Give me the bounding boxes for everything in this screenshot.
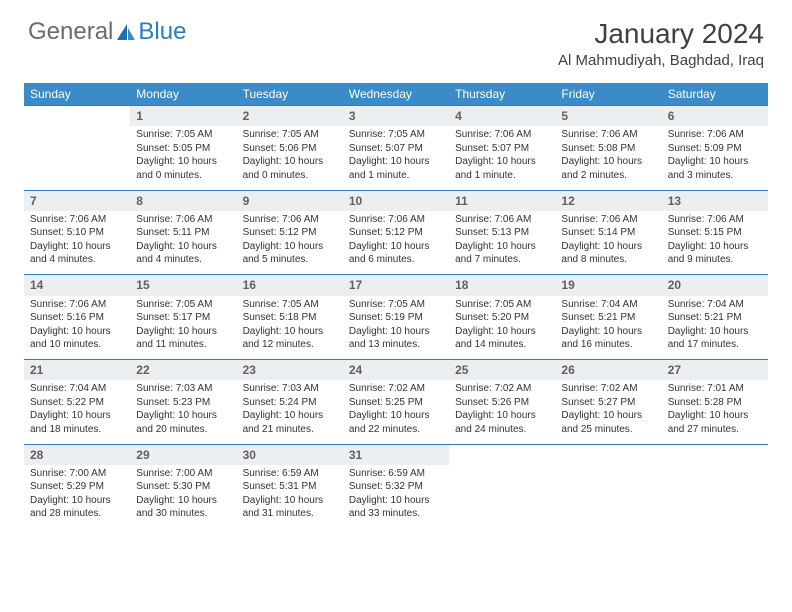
day-content-cell (449, 465, 555, 529)
day-content-cell: Sunrise: 7:01 AMSunset: 5:28 PMDaylight:… (662, 380, 768, 444)
day-content-cell: Sunrise: 7:05 AMSunset: 5:20 PMDaylight:… (449, 296, 555, 360)
day-number-cell: 13 (662, 190, 768, 211)
day-content-cell: Sunrise: 7:06 AMSunset: 5:16 PMDaylight:… (24, 296, 130, 360)
day-content-cell (662, 465, 768, 529)
day-number-cell: 30 (237, 444, 343, 465)
day-content-cell: Sunrise: 7:06 AMSunset: 5:12 PMDaylight:… (237, 211, 343, 275)
day-content-cell: Sunrise: 7:06 AMSunset: 5:10 PMDaylight:… (24, 211, 130, 275)
title-block: January 2024 Al Mahmudiyah, Baghdad, Ira… (558, 18, 764, 69)
day-number-cell (555, 444, 661, 465)
day-number-cell: 2 (237, 106, 343, 127)
day-content-cell: Sunrise: 7:04 AMSunset: 5:21 PMDaylight:… (555, 296, 661, 360)
day-content-cell: Sunrise: 7:06 AMSunset: 5:14 PMDaylight:… (555, 211, 661, 275)
day-number-cell: 28 (24, 444, 130, 465)
day-number-cell: 5 (555, 106, 661, 127)
day-number-cell: 19 (555, 275, 661, 296)
day-number-cell: 3 (343, 106, 449, 127)
day-content-cell: Sunrise: 6:59 AMSunset: 5:32 PMDaylight:… (343, 465, 449, 529)
day-number-row: 123456 (24, 106, 768, 127)
header: General Blue January 2024 Al Mahmudiyah,… (0, 0, 792, 77)
day-content-cell: Sunrise: 7:06 AMSunset: 5:13 PMDaylight:… (449, 211, 555, 275)
day-content-cell: Sunrise: 7:03 AMSunset: 5:24 PMDaylight:… (237, 380, 343, 444)
day-content-row: Sunrise: 7:04 AMSunset: 5:22 PMDaylight:… (24, 380, 768, 444)
day-number-cell: 9 (237, 190, 343, 211)
day-number-cell: 16 (237, 275, 343, 296)
day-content-cell: Sunrise: 7:05 AMSunset: 5:06 PMDaylight:… (237, 126, 343, 190)
day-number-cell: 18 (449, 275, 555, 296)
day-content-cell: Sunrise: 7:00 AMSunset: 5:29 PMDaylight:… (24, 465, 130, 529)
day-content-cell: Sunrise: 7:06 AMSunset: 5:15 PMDaylight:… (662, 211, 768, 275)
day-number-cell: 14 (24, 275, 130, 296)
day-header: Tuesday (237, 83, 343, 106)
day-content-cell: Sunrise: 7:00 AMSunset: 5:30 PMDaylight:… (130, 465, 236, 529)
day-content-cell: Sunrise: 7:06 AMSunset: 5:08 PMDaylight:… (555, 126, 661, 190)
day-number-cell: 23 (237, 360, 343, 381)
calendar-table: SundayMondayTuesdayWednesdayThursdayFrid… (24, 83, 768, 529)
day-header: Saturday (662, 83, 768, 106)
day-content-cell: Sunrise: 7:04 AMSunset: 5:22 PMDaylight:… (24, 380, 130, 444)
day-content-row: Sunrise: 7:06 AMSunset: 5:16 PMDaylight:… (24, 296, 768, 360)
day-number-cell: 11 (449, 190, 555, 211)
calendar-head: SundayMondayTuesdayWednesdayThursdayFrid… (24, 83, 768, 106)
day-content-cell: Sunrise: 6:59 AMSunset: 5:31 PMDaylight:… (237, 465, 343, 529)
day-number-cell: 25 (449, 360, 555, 381)
day-content-cell: Sunrise: 7:04 AMSunset: 5:21 PMDaylight:… (662, 296, 768, 360)
day-number-cell: 8 (130, 190, 236, 211)
logo-sail-icon (115, 22, 137, 42)
month-title: January 2024 (558, 18, 764, 50)
calendar-body: 123456Sunrise: 7:05 AMSunset: 5:05 PMDay… (24, 106, 768, 529)
day-header: Monday (130, 83, 236, 106)
day-number-row: 14151617181920 (24, 275, 768, 296)
day-content-cell: Sunrise: 7:06 AMSunset: 5:12 PMDaylight:… (343, 211, 449, 275)
day-content-cell: Sunrise: 7:02 AMSunset: 5:27 PMDaylight:… (555, 380, 661, 444)
day-header: Thursday (449, 83, 555, 106)
day-number-cell: 12 (555, 190, 661, 211)
day-content-cell (24, 126, 130, 190)
day-number-cell: 26 (555, 360, 661, 381)
day-number-cell: 15 (130, 275, 236, 296)
day-number-cell: 24 (343, 360, 449, 381)
day-number-cell: 4 (449, 106, 555, 127)
day-number-cell (24, 106, 130, 127)
day-content-cell: Sunrise: 7:05 AMSunset: 5:07 PMDaylight:… (343, 126, 449, 190)
logo: General Blue (28, 18, 186, 46)
day-number-cell: 31 (343, 444, 449, 465)
day-number-cell: 7 (24, 190, 130, 211)
day-number-row: 28293031 (24, 444, 768, 465)
day-number-row: 21222324252627 (24, 360, 768, 381)
day-content-cell: Sunrise: 7:05 AMSunset: 5:19 PMDaylight:… (343, 296, 449, 360)
day-number-row: 78910111213 (24, 190, 768, 211)
day-content-row: Sunrise: 7:00 AMSunset: 5:29 PMDaylight:… (24, 465, 768, 529)
logo-text-blue: Blue (138, 18, 186, 46)
day-content-cell: Sunrise: 7:06 AMSunset: 5:11 PMDaylight:… (130, 211, 236, 275)
day-content-cell: Sunrise: 7:06 AMSunset: 5:07 PMDaylight:… (449, 126, 555, 190)
day-number-cell: 6 (662, 106, 768, 127)
day-header: Sunday (24, 83, 130, 106)
day-content-cell: Sunrise: 7:02 AMSunset: 5:26 PMDaylight:… (449, 380, 555, 444)
day-number-cell: 22 (130, 360, 236, 381)
day-number-cell: 10 (343, 190, 449, 211)
day-number-cell (662, 444, 768, 465)
day-header: Wednesday (343, 83, 449, 106)
day-content-row: Sunrise: 7:06 AMSunset: 5:10 PMDaylight:… (24, 211, 768, 275)
day-content-row: Sunrise: 7:05 AMSunset: 5:05 PMDaylight:… (24, 126, 768, 190)
logo-text-general: General (28, 18, 113, 46)
day-number-cell: 29 (130, 444, 236, 465)
day-header: Friday (555, 83, 661, 106)
day-content-cell: Sunrise: 7:05 AMSunset: 5:05 PMDaylight:… (130, 126, 236, 190)
location: Al Mahmudiyah, Baghdad, Iraq (558, 52, 764, 69)
day-content-cell: Sunrise: 7:03 AMSunset: 5:23 PMDaylight:… (130, 380, 236, 444)
day-number-cell: 20 (662, 275, 768, 296)
day-content-cell: Sunrise: 7:06 AMSunset: 5:09 PMDaylight:… (662, 126, 768, 190)
day-number-cell: 21 (24, 360, 130, 381)
day-number-cell: 27 (662, 360, 768, 381)
day-number-cell (449, 444, 555, 465)
day-content-cell: Sunrise: 7:02 AMSunset: 5:25 PMDaylight:… (343, 380, 449, 444)
day-number-cell: 1 (130, 106, 236, 127)
day-content-cell: Sunrise: 7:05 AMSunset: 5:17 PMDaylight:… (130, 296, 236, 360)
day-number-cell: 17 (343, 275, 449, 296)
day-content-cell: Sunrise: 7:05 AMSunset: 5:18 PMDaylight:… (237, 296, 343, 360)
day-content-cell (555, 465, 661, 529)
